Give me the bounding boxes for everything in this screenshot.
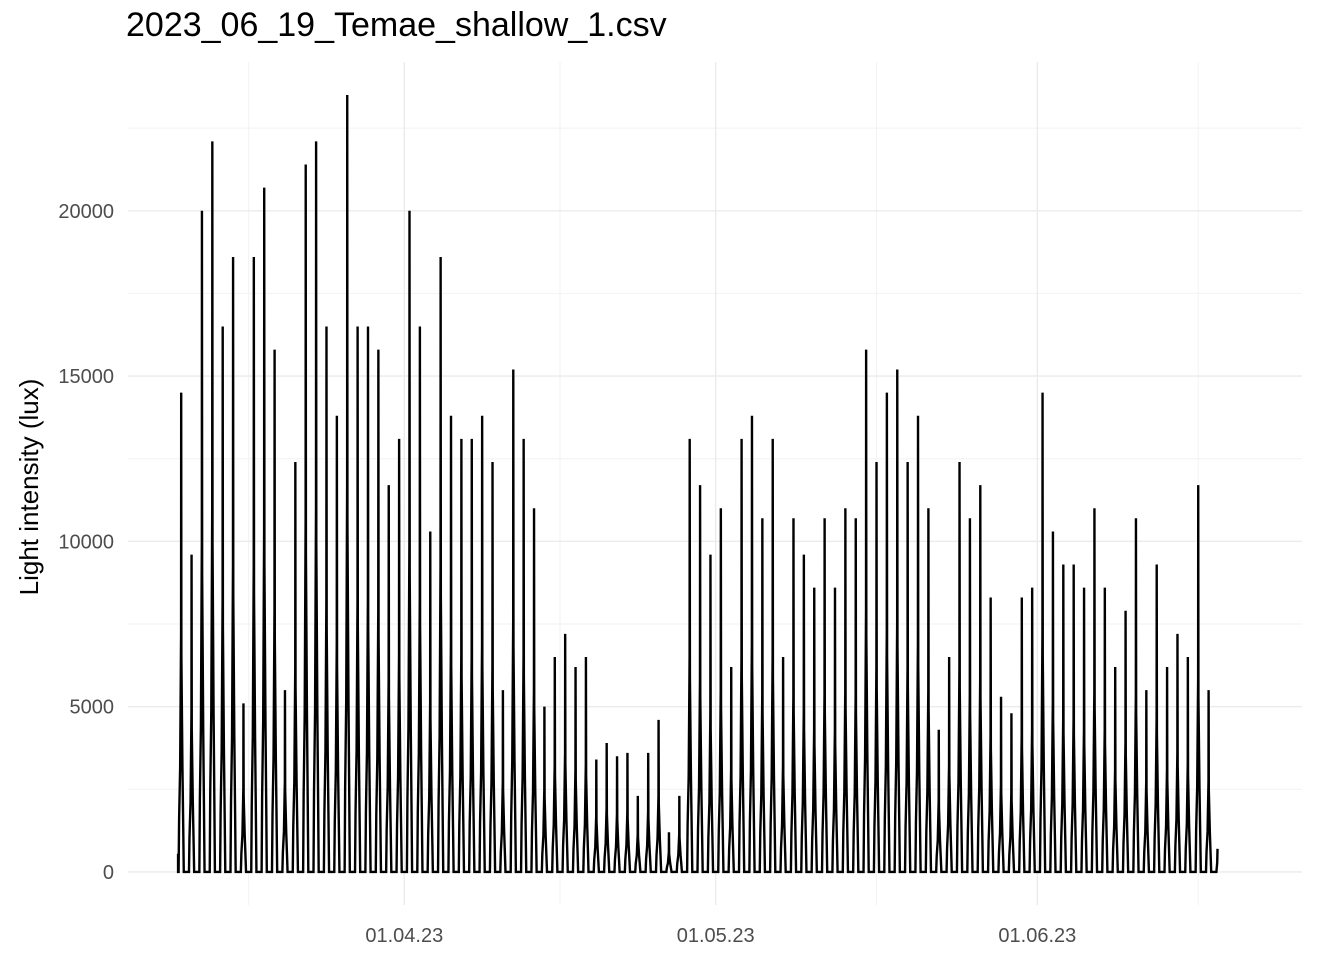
x-tick-label: 01.06.23: [998, 925, 1076, 947]
x-tick-label: 01.04.23: [365, 925, 443, 947]
series-layer: [176, 95, 1219, 874]
y-tick-label: 20000: [58, 201, 114, 223]
y-tick-label: 10000: [58, 531, 114, 553]
y-tick-label: 0: [103, 862, 114, 884]
tick-labels: 0 5000 10000 15000 20000 01.04.23 01.05.23 01.0…: [58, 201, 1076, 947]
y-axis-label: Light intensity (lux): [14, 379, 44, 596]
y-tick-label: 5000: [70, 697, 115, 719]
x-tick-label: 01.05.23: [677, 925, 755, 947]
y-tick-label: 15000: [58, 366, 114, 388]
chart-title: 2023_06_19_Temae_shallow_1.csv: [126, 6, 667, 44]
series-line: [176, 95, 1219, 874]
